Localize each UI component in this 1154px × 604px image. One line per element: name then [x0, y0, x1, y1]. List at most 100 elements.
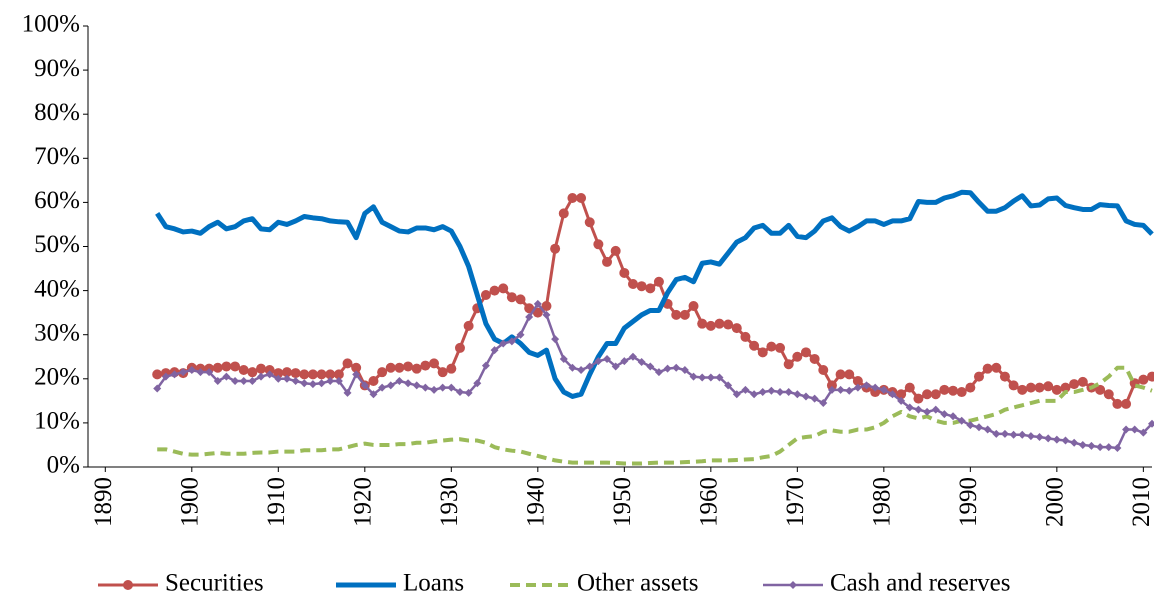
data-point — [239, 377, 248, 386]
data-point — [273, 368, 284, 379]
data-point — [809, 353, 820, 364]
data-point — [619, 267, 630, 278]
data-point — [454, 342, 465, 353]
data-point — [914, 405, 923, 414]
data-point — [212, 362, 223, 373]
data-point — [653, 276, 664, 287]
data-point — [628, 352, 637, 361]
data-point — [1121, 398, 1132, 409]
data-point — [265, 370, 274, 379]
x-tick-label: 1890 — [90, 477, 117, 527]
data-point — [1026, 432, 1035, 441]
x-tick-label: 1910 — [263, 477, 290, 527]
data-point — [888, 390, 897, 399]
data-point — [577, 365, 586, 374]
data-point — [238, 364, 249, 375]
data-point — [706, 373, 715, 382]
data-point — [1087, 441, 1096, 450]
data-point — [541, 301, 552, 312]
data-point — [819, 399, 828, 408]
data-point — [689, 372, 698, 381]
data-point — [611, 362, 620, 371]
data-point — [792, 351, 803, 362]
data-point — [714, 318, 725, 329]
data-point — [939, 384, 950, 395]
data-point — [325, 369, 336, 380]
data-point — [671, 309, 682, 320]
data-point — [845, 386, 854, 395]
y-tick-label: 90% — [34, 55, 80, 82]
data-point — [672, 363, 681, 372]
data-point — [550, 243, 561, 254]
x-tick-label: 2010 — [1128, 477, 1154, 527]
data-point — [749, 340, 760, 351]
data-point — [775, 342, 786, 353]
data-point — [766, 341, 777, 352]
data-point — [862, 381, 871, 390]
data-point — [1096, 443, 1105, 452]
data-point — [1017, 384, 1028, 395]
data-point — [187, 365, 196, 374]
data-point — [783, 359, 794, 370]
series-line — [155, 189, 1154, 399]
legend-marker — [789, 581, 797, 589]
data-point — [498, 283, 509, 294]
data-point — [368, 376, 379, 387]
data-point — [1095, 384, 1106, 395]
data-point — [610, 245, 621, 256]
data-point — [308, 380, 317, 389]
data-point — [922, 389, 933, 400]
legend-label: Securities — [165, 570, 264, 597]
data-point — [161, 372, 170, 381]
data-point — [973, 371, 984, 382]
data-point — [533, 299, 542, 308]
data-point — [966, 421, 975, 430]
data-point — [481, 361, 490, 370]
data-point — [637, 358, 646, 367]
data-point — [369, 390, 378, 399]
y-tick-label: 0% — [47, 452, 80, 479]
data-point — [948, 385, 959, 396]
y-tick-label: 50% — [34, 231, 80, 258]
data-point — [291, 377, 300, 386]
y-tick-label: 20% — [34, 364, 80, 391]
data-point — [170, 370, 179, 379]
data-point — [420, 360, 431, 371]
data-point — [447, 383, 456, 392]
legend-label: Other assets — [577, 570, 699, 597]
data-point — [352, 370, 361, 379]
data-point — [421, 383, 430, 392]
y-tick-label: 10% — [34, 408, 80, 435]
data-point — [715, 373, 724, 382]
data-point — [663, 364, 672, 373]
data-point — [923, 407, 932, 416]
y-tick-label: 80% — [34, 99, 80, 126]
data-point — [429, 358, 440, 369]
data-point — [646, 362, 655, 371]
legend-label: Loans — [403, 570, 464, 597]
data-point — [404, 379, 413, 388]
data-point — [576, 192, 587, 203]
data-point — [1069, 379, 1080, 390]
y-tick-label: 30% — [34, 319, 80, 346]
series-line — [157, 365, 1153, 466]
data-point — [585, 362, 594, 371]
y-tick-label: 40% — [34, 275, 80, 302]
data-point — [222, 372, 231, 381]
data-point — [403, 361, 414, 372]
data-point — [307, 369, 318, 380]
data-point — [836, 385, 845, 394]
data-point — [897, 396, 906, 405]
data-point — [231, 377, 240, 386]
data-point — [1000, 429, 1009, 438]
data-point — [516, 330, 525, 339]
data-point — [853, 383, 862, 392]
data-point — [430, 385, 439, 394]
data-point — [515, 294, 526, 305]
data-point — [230, 361, 241, 372]
data-point — [818, 364, 829, 375]
data-point — [705, 320, 716, 331]
data-point — [620, 357, 629, 366]
x-tick-label: 1920 — [350, 477, 377, 527]
data-point — [767, 386, 776, 395]
